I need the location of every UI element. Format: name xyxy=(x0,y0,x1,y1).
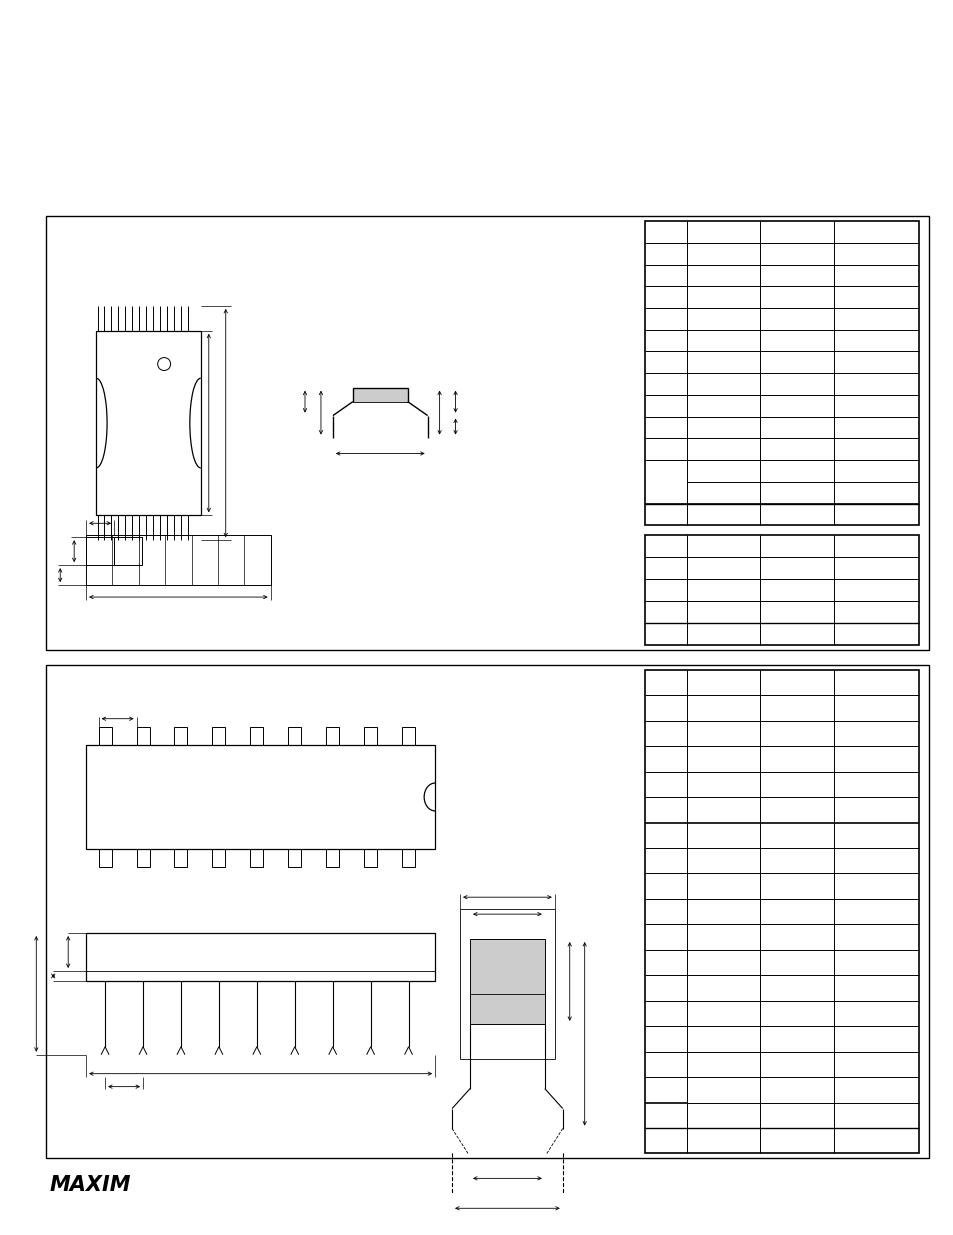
Bar xyxy=(644,669,918,1153)
Bar xyxy=(46,216,927,650)
Text: MAXIM: MAXIM xyxy=(50,1176,131,1195)
Bar xyxy=(250,726,263,745)
Bar xyxy=(86,535,271,585)
Bar xyxy=(364,850,376,867)
Bar xyxy=(459,909,555,1058)
Bar xyxy=(213,850,225,867)
Bar xyxy=(98,726,112,745)
Bar xyxy=(401,850,415,867)
Bar xyxy=(250,850,263,867)
Bar xyxy=(136,726,150,745)
Bar xyxy=(401,726,415,745)
Bar xyxy=(326,726,339,745)
Bar xyxy=(288,850,301,867)
Bar xyxy=(86,537,114,566)
Bar xyxy=(174,850,187,867)
Bar xyxy=(86,934,435,981)
Bar xyxy=(136,850,150,867)
Bar xyxy=(644,221,918,525)
Bar xyxy=(644,535,918,645)
Bar xyxy=(114,537,142,566)
Bar xyxy=(213,726,225,745)
Bar xyxy=(46,664,927,1158)
Bar xyxy=(86,745,435,850)
Bar xyxy=(96,331,200,515)
Bar xyxy=(288,726,301,745)
Bar xyxy=(326,850,339,867)
Bar xyxy=(98,850,112,867)
Bar xyxy=(353,388,407,401)
Bar xyxy=(174,726,187,745)
Bar xyxy=(470,939,544,1024)
Bar xyxy=(364,726,376,745)
